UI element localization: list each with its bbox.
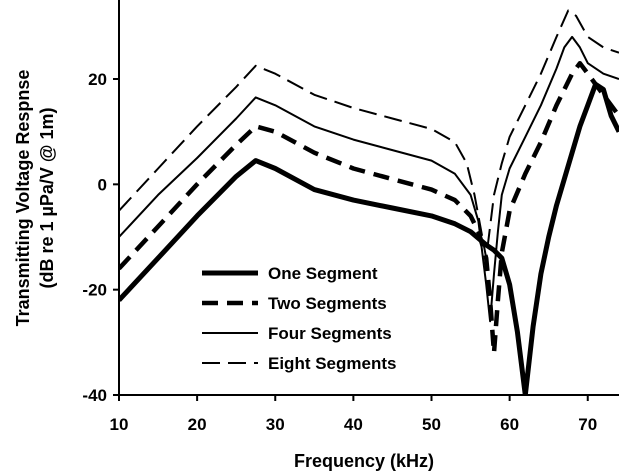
x-tick-label: 40 (344, 415, 363, 434)
x-tick-label: 70 (578, 415, 597, 434)
legend-label: One Segment (268, 264, 378, 283)
x-axis-title: Frequency (kHz) (294, 451, 434, 471)
y-axis-title: Transmitting Voltage Respnse (dB re 1 µP… (13, 70, 57, 327)
x-tick-label: 30 (266, 415, 285, 434)
y-tick-label: 0 (98, 175, 107, 194)
series-line-eight-segments (119, 9, 619, 260)
legend: One Segment Two Segments Four Segments Eigh… (202, 264, 396, 373)
x-tick-label: 50 (422, 415, 441, 434)
y-tick-label: 20 (88, 70, 107, 89)
legend-label: Four Segments (268, 324, 392, 343)
series-layer (119, 9, 619, 395)
x-tick-label: 10 (110, 415, 129, 434)
x-tick-label: 60 (500, 415, 519, 434)
y-tick-label: -40 (82, 386, 107, 405)
axis-ticks: 10 20 30 40 50 60 70 -40 -20 0 20 (82, 70, 597, 434)
y-axis-title-line-2: (dB re 1 µPa/V @ 1m) (37, 108, 57, 289)
series-line-one-segment (119, 81, 619, 395)
legend-label: Eight Segments (268, 354, 396, 373)
x-tick-label: 20 (188, 415, 207, 434)
y-tick-label: -20 (82, 281, 107, 300)
y-axis-title-line-1: Transmitting Voltage Respnse (13, 70, 33, 327)
series-line-four-segments (119, 35, 619, 323)
legend-label: Two Segments (268, 294, 387, 313)
